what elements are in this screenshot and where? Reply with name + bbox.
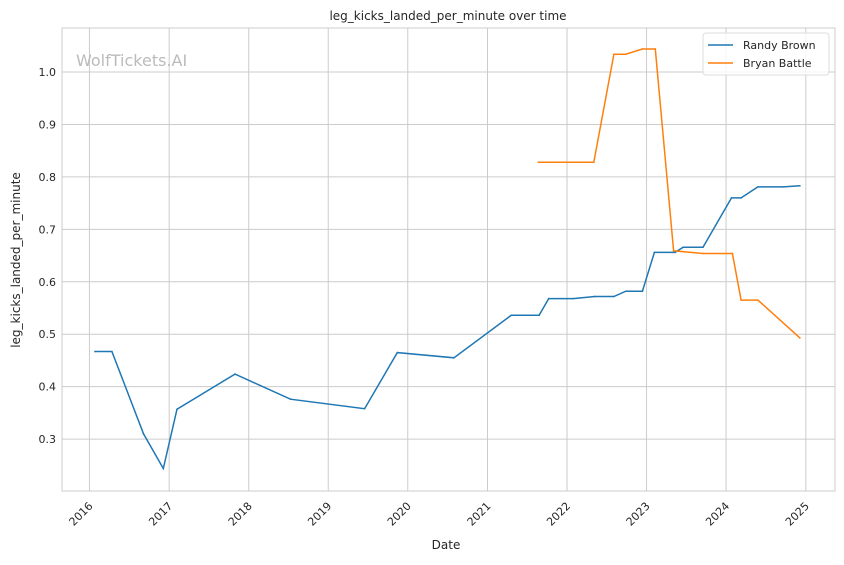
y-axis-label: leg_kicks_landed_per_minute [9,172,23,348]
data-point [730,197,733,199]
y-tick-label: 0.7 [39,223,57,236]
data-point [613,53,615,56]
data-point [625,290,627,293]
x-tick-label: 2019 [305,500,334,529]
data-point [289,398,292,401]
y-tick-label: 0.5 [39,328,57,341]
data-point [94,350,96,353]
data-point [142,433,145,435]
data-point [799,337,801,339]
y-tick-label: 0.4 [39,381,57,394]
x-axis-label: Date [432,538,461,552]
x-tick-label: 2016 [67,500,96,529]
data-point [593,295,596,298]
data-point [453,357,455,359]
data-point [547,297,550,300]
y-tick-label: 0.8 [39,171,57,184]
data-point [396,351,399,354]
data-point [111,350,113,353]
data-point [162,467,165,470]
data-point [731,252,734,255]
data-point [654,48,657,50]
data-point [234,373,236,375]
data-point [740,197,742,199]
data-point [799,185,801,187]
data-point [672,250,675,252]
data-point [641,48,644,50]
data-point [572,297,575,300]
data-point [682,246,684,248]
data-point [740,299,742,301]
y-tick-label: 0.3 [39,433,57,446]
data-point [593,161,595,164]
data-point [757,299,759,301]
x-tick-label: 2020 [385,500,414,529]
data-point [702,246,704,248]
x-tick-label: 2023 [624,500,653,529]
data-point [653,251,656,254]
legend-label-bryan-battle: Bryan Battle [743,57,812,70]
data-point [538,314,540,317]
data-point [363,407,366,410]
x-tick-label: 2024 [703,500,732,529]
x-tick-label: 2025 [783,500,812,529]
chart-title: leg_kicks_landed_per_minute over time [329,9,566,23]
data-point [613,295,615,298]
data-point [702,252,704,255]
data-point [674,251,676,254]
x-tick-label: 2022 [544,500,573,529]
y-tick-label: 1.0 [39,66,57,79]
data-point [176,408,178,411]
legend-label-randy-brown: Randy Brown [743,39,816,52]
data-point [625,53,627,56]
plot-area [61,27,836,492]
x-tick-label: 2018 [226,500,255,529]
data-point [641,290,644,293]
watermark: WolfTickets.AI [76,51,187,70]
data-point [782,186,785,188]
x-tick-label: 2017 [146,500,175,529]
x-tick-label: 2021 [465,500,494,529]
data-point [537,161,540,164]
data-point [757,186,759,188]
data-point [510,314,513,317]
series-line-bryan-battle [538,48,801,339]
y-tick-label: 0.9 [39,118,57,131]
legend: Randy Brown Bryan Battle [702,32,830,76]
y-tick-label: 0.6 [39,276,57,289]
